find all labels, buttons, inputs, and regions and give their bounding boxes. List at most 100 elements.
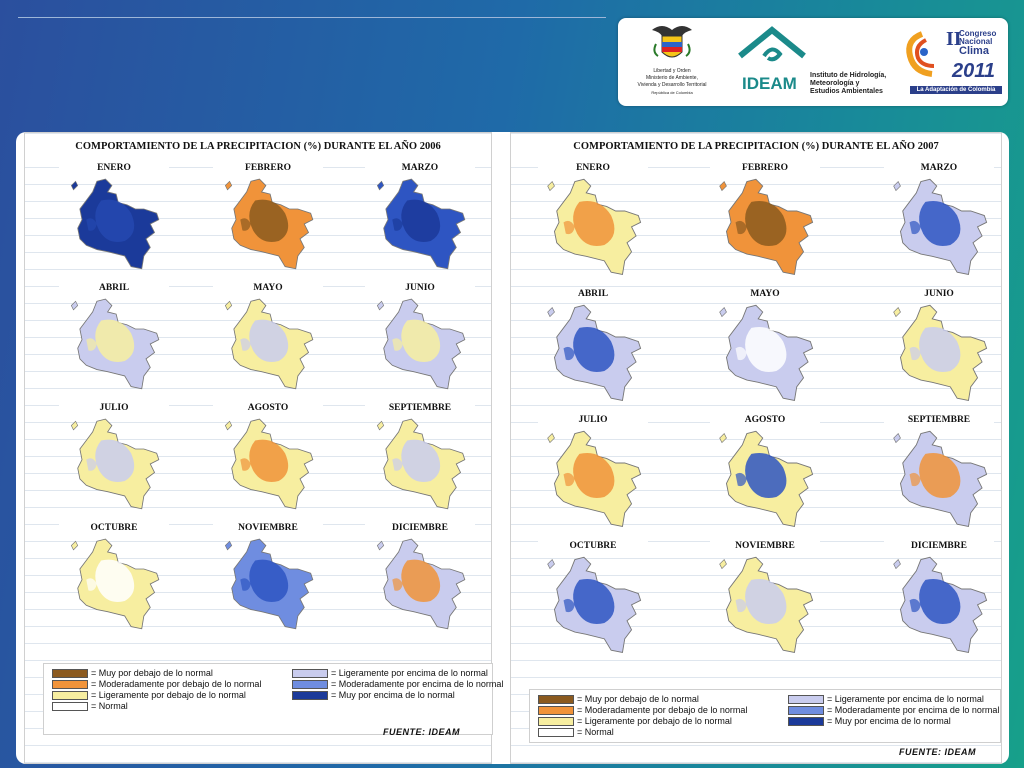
month-label: NOVIEMBRE	[710, 541, 820, 551]
legend-swatch	[52, 701, 88, 711]
month-label: SEPTIEMBRE	[884, 415, 994, 425]
colombia-map	[224, 298, 314, 390]
month-label: JULIO	[538, 415, 648, 425]
panel-2007: COMPORTAMIENTO DE LA PRECIPITACION (%) D…	[510, 132, 1002, 764]
ideam-sub-3: Estudios Ambientales	[810, 88, 883, 95]
legend-label: = Muy por encima de lo normal	[827, 716, 951, 726]
colombia-map	[376, 298, 466, 390]
legend-swatch	[788, 716, 824, 726]
colombia-map	[893, 430, 988, 528]
colombia-map	[547, 178, 642, 276]
month-label: FEBRERO	[213, 163, 323, 173]
colombia-map	[70, 298, 160, 390]
colombia-map	[224, 538, 314, 630]
legend-label: = Ligeramente por encima de lo normal	[827, 694, 984, 704]
month-label: JULIO	[59, 403, 169, 413]
legend-label: = Moderadamente por debajo de lo normal	[577, 705, 748, 715]
legend-label: = Normal	[91, 701, 128, 711]
precipitation-slide: COMPORTAMIENTO DE LA PRECIPITACION (%) D…	[16, 132, 1009, 764]
colombia-map	[224, 178, 314, 270]
month-label: FEBRERO	[710, 163, 820, 173]
legend-swatch	[538, 694, 574, 704]
congress-line-1: Congreso	[959, 29, 997, 38]
panel-title: COMPORTAMIENTO DE LA PRECIPITACION (%) D…	[25, 141, 491, 152]
month-label: SEPTIEMBRE	[365, 403, 475, 413]
legend-item: = Muy por debajo de lo normal	[538, 694, 699, 704]
colombia-map	[893, 178, 988, 276]
month-label: ABRIL	[59, 283, 169, 293]
colombia-map	[224, 418, 314, 510]
month-label: MARZO	[365, 163, 475, 173]
ideam-logo-icon	[738, 26, 806, 62]
logo-banner: Libertad y Orden Ministerio de Ambiente,…	[618, 18, 1008, 106]
month-label: JUNIO	[365, 283, 475, 293]
month-label: OCTUBRE	[538, 541, 648, 551]
legend-swatch	[292, 690, 328, 700]
legend-item: = Moderadamente por debajo de lo normal	[52, 679, 261, 689]
source-note: FUENTE: IDEAM	[899, 747, 976, 757]
month-label: ABRIL	[538, 289, 648, 299]
legend-swatch	[292, 679, 328, 689]
month-label: AGOSTO	[213, 403, 323, 413]
source-note: FUENTE: IDEAM	[383, 727, 460, 737]
congress-line-2: Nacional	[959, 37, 993, 46]
colombia-map	[547, 430, 642, 528]
legend-swatch	[538, 705, 574, 715]
legend-label: = Moderadamente por encima de lo normal	[827, 705, 1000, 715]
legend-swatch	[788, 705, 824, 715]
month-label: ENERO	[538, 163, 648, 173]
coat-of-arms-logo	[652, 26, 692, 58]
legend-item: = Moderadamente por encima de lo normal	[788, 705, 999, 715]
ideam-sub-2: Meteorología y	[810, 80, 860, 87]
month-label: JUNIO	[884, 289, 994, 299]
title-divider-line	[18, 17, 606, 18]
legend-label: = Moderadamente por encima de lo normal	[331, 679, 504, 689]
congress-year: 2011	[952, 60, 996, 82]
colombia-map	[719, 430, 814, 528]
colombia-map	[547, 556, 642, 654]
panel-title: COMPORTAMIENTO DE LA PRECIPITACION (%) D…	[511, 141, 1001, 152]
legend-item: = Muy por debajo de lo normal	[52, 668, 213, 678]
ideam-sub-1: Instituto de Hidrología,	[810, 72, 887, 79]
legend-item: = Moderadamente por debajo de lo normal	[538, 705, 747, 715]
month-label: MAYO	[213, 283, 323, 293]
colombia-map	[547, 304, 642, 402]
legend-label: = Muy por encima de lo normal	[331, 690, 455, 700]
legend-item: = Muy por encima de lo normal	[788, 716, 951, 726]
legend-label: = Muy por debajo de lo normal	[577, 694, 699, 704]
legend-item: = Ligeramente por debajo de lo normal	[52, 690, 246, 700]
legend-label: = Moderadamente por debajo de lo normal	[91, 679, 262, 689]
legend-label: = Normal	[577, 727, 614, 737]
colombia-map	[893, 556, 988, 654]
colombia-map	[719, 178, 814, 276]
colombia-map	[376, 538, 466, 630]
congress-roman: II	[946, 28, 962, 50]
colombia-map	[70, 418, 160, 510]
gov-line-1: Libertad y Orden	[653, 68, 691, 74]
congress-swirl-icon	[906, 31, 935, 77]
gov-line-2: Ministerio de Ambiente,	[646, 75, 698, 81]
month-label: ENERO	[59, 163, 169, 173]
month-label: AGOSTO	[710, 415, 820, 425]
gov-line-4: República de Colombia	[651, 90, 693, 95]
map-legend: = Muy por debajo de lo normal = Moderadam…	[43, 663, 503, 735]
colombia-map	[893, 304, 988, 402]
month-label: MARZO	[884, 163, 994, 173]
month-label: DICIEMBRE	[884, 541, 994, 551]
colombia-map	[376, 418, 466, 510]
panel-2006: COMPORTAMIENTO DE LA PRECIPITACION (%) D…	[24, 132, 503, 764]
legend-item: = Muy por encima de lo normal	[292, 690, 455, 700]
colombia-map	[376, 178, 466, 270]
month-label: MAYO	[710, 289, 820, 299]
legend-item: = Ligeramente por encima de lo normal	[292, 668, 488, 678]
legend-label: = Ligeramente por debajo de lo normal	[91, 690, 246, 700]
legend-item: = Normal	[538, 727, 614, 737]
legend-swatch	[52, 690, 88, 700]
congress-tagline: La Adaptación de Colombia	[910, 86, 1002, 94]
congress-line-3: Clima	[959, 45, 989, 57]
legend-swatch	[788, 694, 824, 704]
legend-label: = Ligeramente por debajo de lo normal	[577, 716, 732, 726]
legend-item: = Normal	[52, 701, 128, 711]
month-label: OCTUBRE	[59, 523, 169, 533]
legend-swatch	[52, 668, 88, 678]
